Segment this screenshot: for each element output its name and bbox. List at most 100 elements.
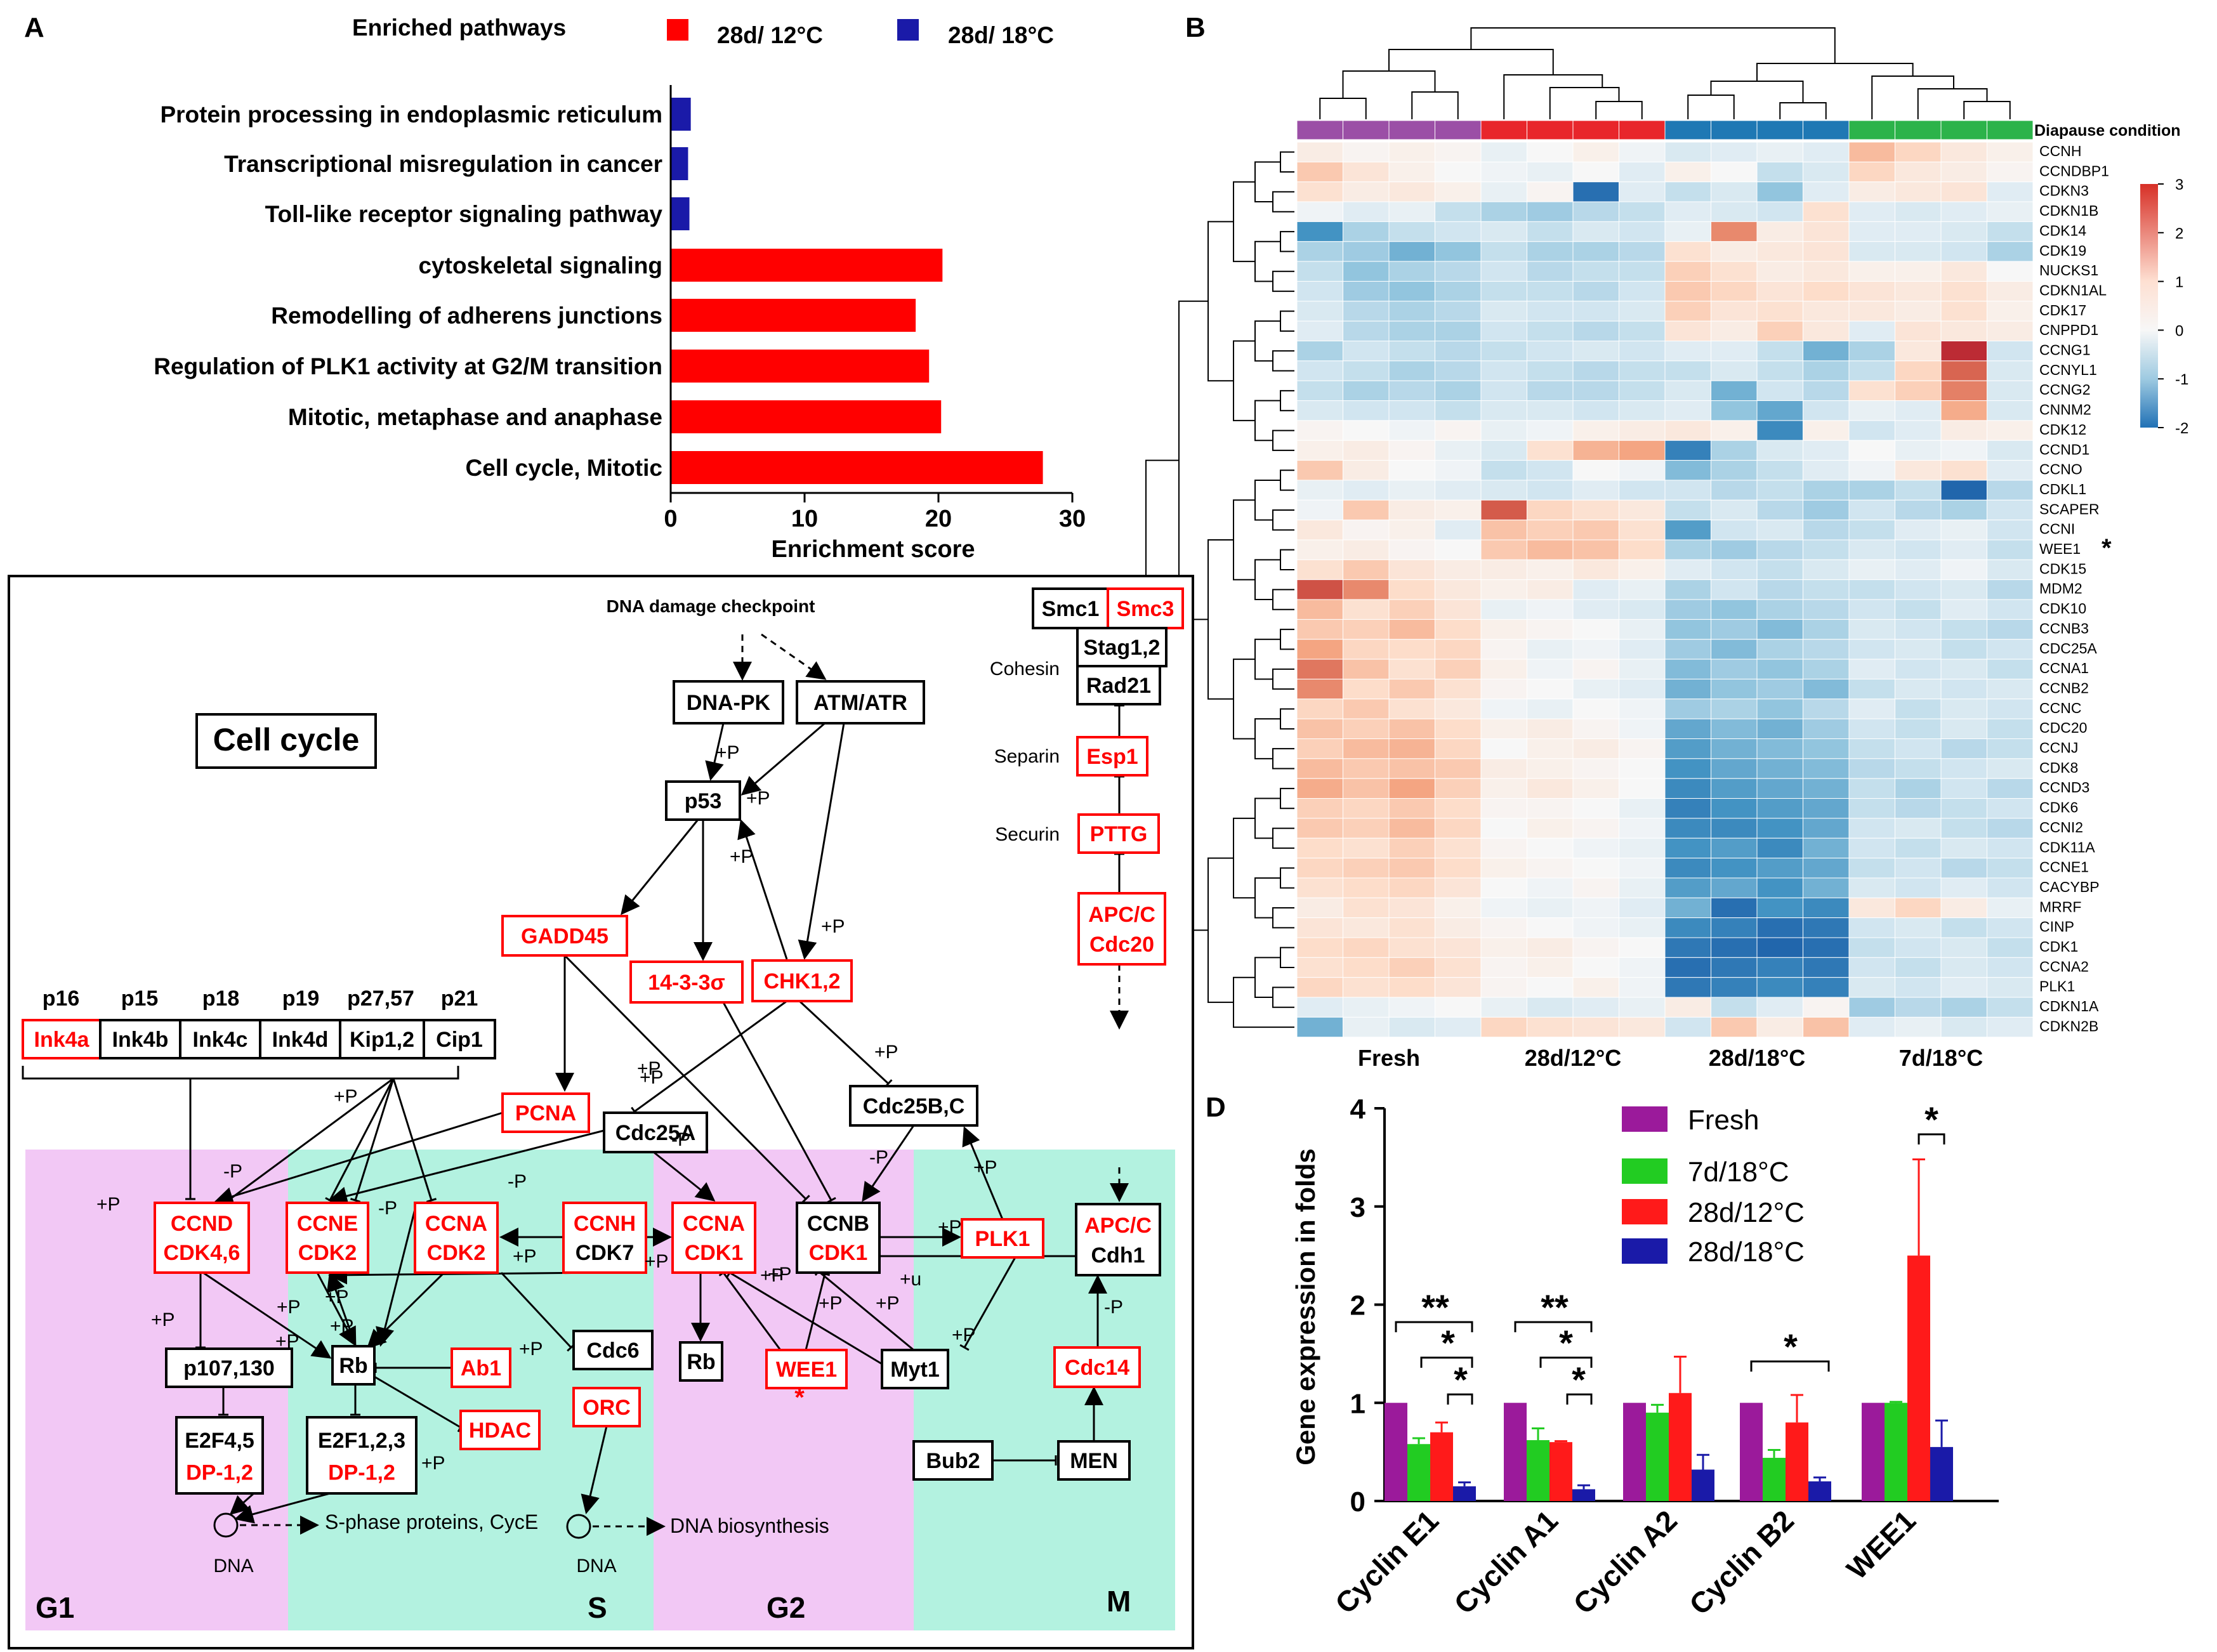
heat-cell-mdm2-1 [1343,579,1390,600]
heat-cell-cnppd1-1 [1343,320,1390,341]
heat-cell-ccnd3-0 [1296,778,1343,799]
heat-cell-ccnj-10 [1756,738,1803,759]
heat-cell-cdk12-6 [1572,420,1619,441]
heat-cell-cdk6-7 [1619,798,1666,819]
x-label-cyclin-e1: Cyclin E1 [1329,1504,1445,1620]
heat-cell-ccni-12 [1848,520,1895,541]
heat-cell-ccng1-11 [1803,341,1850,362]
node-ccna [414,1202,499,1274]
heat-cell-mdm2-14 [1940,579,1987,600]
heat-cell-cdk10-9 [1711,599,1758,620]
heat-cell-ccndbp1-5 [1527,161,1574,183]
sig-mark-3: ** [1541,1287,1569,1327]
heat-cell-ccnd1-1 [1343,440,1390,461]
heat-cell-ccnj-0 [1296,738,1343,759]
heat-cell-cdk11a-1 [1343,837,1390,859]
heat-cell-cacybp-1 [1343,877,1390,898]
dendro-left-pair-22 [1272,589,1294,610]
bar-protein-processing-in-endoplasmic-reticulum [671,98,691,131]
heat-cell-ccni-0 [1296,520,1343,541]
heat-cell-ccnj-9 [1711,738,1758,759]
sig-mark-1: * [1441,1323,1455,1363]
header-p18: p18 [202,987,240,1011]
heat-cell-ccnb3-4 [1480,619,1527,640]
node-label-cdc14: Cdc14 [1065,1356,1129,1380]
heat-cell-cdk12-14 [1940,420,1987,441]
heat-cell-cdk11a-6 [1572,837,1619,859]
heat-cell-cdk15-8 [1664,559,1711,580]
heat-cell-wee1-1 [1343,539,1390,560]
heat-cell-ccni-13 [1895,520,1942,541]
heat-cell-cdkn2b-4 [1480,1016,1527,1038]
node-label-ink4d: Ink4d [272,1028,329,1052]
heat-cell-ccng1-13 [1895,341,1942,362]
heat-cell-cdk12-9 [1711,420,1758,441]
phospho-label-10: -P [378,1198,397,1219]
legend-label-28d-18-c: 28d/18°C [1688,1236,1805,1268]
heat-cell-ccndbp1-11 [1803,161,1850,183]
heat-cell-cdk12-12 [1848,420,1895,441]
heat-cell-nucks1-10 [1756,261,1803,282]
node-label-e2f123_l2: DP-1,2 [328,1460,395,1485]
heat-cell-ccno-7 [1619,460,1666,481]
heat-cell-cdk12-13 [1895,420,1942,441]
heat-cell-ccnc-15 [1987,698,2034,719]
heat-cell-cnppd1-7 [1619,320,1666,341]
heat-cell-ccna2-4 [1480,957,1527,978]
heat-cell-cnnm2-12 [1848,400,1895,421]
heat-cell-ccnh-2 [1388,141,1435,162]
heat-cell-cdk10-8 [1664,599,1711,620]
heat-cell-cdk6-14 [1940,798,1987,819]
separin-label: Separin [994,746,1060,767]
heat-cell-ccni2-7 [1619,818,1666,839]
heat-cell-cdk8-2 [1388,758,1435,779]
heat-cell-cnnm2-5 [1527,400,1574,421]
heat-cell-cdk19-4 [1480,241,1527,262]
heat-cell-cdc25a-6 [1572,639,1619,660]
heat-cell-ccnb2-4 [1480,678,1527,700]
heat-cell-cnppd1-12 [1848,320,1895,341]
heat-cell-ccni-6 [1572,520,1619,541]
dendro-left-merge-2-2 [1207,539,1233,700]
bar-cyclin-e1-7d-18-c [1407,1444,1430,1501]
heat-cell-cdk8-12 [1848,758,1895,779]
dendro-top-b1011 [1779,102,1827,119]
heatmap: Diapause condition CCNH CCNDBP1 CDKN3 CDKN1… [1145,27,2188,1071]
category-label-6: Mitotic, metaphase and anaphase [288,404,662,430]
gene-label-cdkn1al: CDKN1AL [2039,282,2107,298]
heat-cell-plk1-11 [1803,977,1850,998]
node-label-apc2_l1: APC/C [1084,1214,1152,1238]
node-esp1 [1076,736,1148,777]
header-p2757: p27,57 [347,987,414,1011]
dendro-left-pair-10 [1272,350,1294,372]
node-label-myt1: Myt1 [890,1358,939,1382]
inhibitor-bracket [22,1066,459,1080]
heat-cell-cdk12-3 [1435,420,1482,441]
heat-cell-wee1-3 [1435,539,1482,560]
dendro-top-b [1710,81,1804,103]
heat-cell-ccna2-2 [1388,957,1435,978]
dendro-left-pair-34 [1272,827,1294,849]
dendro-left-pair-24 [1280,629,1294,650]
edge-p53-gadd45 [621,819,699,915]
heat-cell-ccnc-9 [1711,698,1758,719]
bar-cyclin-e1-28d-18-c [1453,1486,1476,1501]
heat-cell-cdkn3-4 [1480,181,1527,202]
heat-cell-ccne1-5 [1527,858,1574,879]
heat-cell-cinp-10 [1756,917,1803,938]
dendro-left-merge-0-4 [1254,320,1280,362]
heat-cell-ccng2-3 [1435,380,1482,402]
heat-cell-mrrf-7 [1619,897,1666,919]
heat-cell-plk1-10 [1756,977,1803,998]
heat-cell-ccna2-0 [1296,957,1343,978]
heat-cell-cdc20-6 [1572,718,1619,740]
heat-cell-scaper-11 [1803,499,1850,521]
heat-cell-cdkl1-13 [1895,480,1942,501]
node-atm [796,680,925,724]
phospho-label-22: +u [900,1269,921,1290]
heat-cell-cdk15-12 [1848,559,1895,580]
heat-cell-mrrf-15 [1987,897,2034,919]
heat-cell-ccne1-2 [1388,858,1435,879]
heat-cell-cdkn1al-13 [1895,280,1942,302]
heat-cell-ccndbp1-4 [1480,161,1527,183]
